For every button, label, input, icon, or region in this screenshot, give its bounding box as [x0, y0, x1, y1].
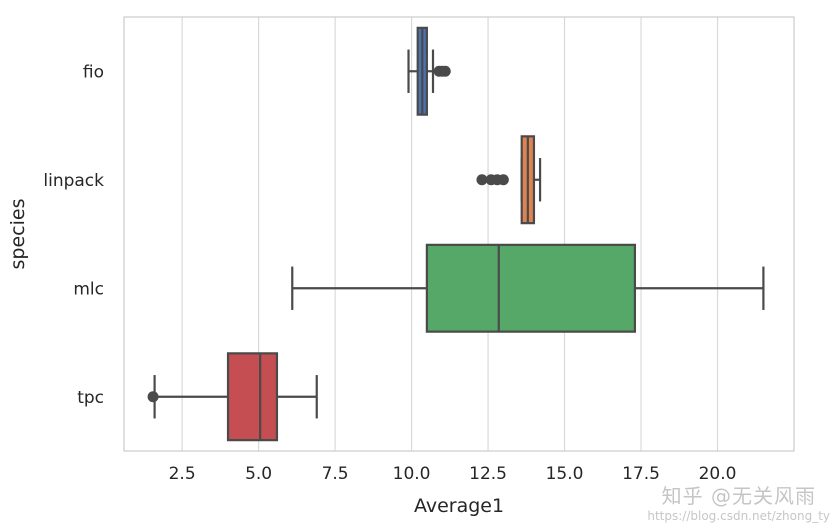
- box-linpack: [476, 135, 542, 225]
- box-fio: [407, 26, 451, 116]
- x-axis-label: Average1: [414, 495, 504, 517]
- y-tick-label: linpack: [43, 171, 104, 191]
- outlier-point: [497, 174, 509, 186]
- x-tick-label: 20.0: [699, 464, 737, 484]
- iqr-box: [425, 243, 637, 333]
- watermark-url: https://blog.csdn.net/zhong_ty: [647, 509, 830, 523]
- outlier-point: [147, 391, 159, 403]
- x-tick-label: 15.0: [546, 464, 584, 484]
- y-tick-label: mlc: [73, 279, 104, 299]
- box-tpc: [147, 352, 318, 442]
- box-mlc: [291, 243, 765, 333]
- x-tick-label: 12.5: [469, 464, 507, 484]
- x-tick-label: 10.0: [393, 464, 431, 484]
- y-tick-label: fio: [83, 62, 104, 82]
- outlier-point: [476, 174, 488, 186]
- iqr-box: [226, 352, 279, 442]
- x-tick-label: 5.0: [245, 464, 272, 484]
- x-tick-label: 2.5: [169, 464, 196, 484]
- x-tick-label: 7.5: [322, 464, 349, 484]
- y-tick-label: tpc: [77, 388, 104, 408]
- boxes: [147, 26, 765, 442]
- y-axis-label: species: [7, 199, 29, 270]
- outlier-point: [439, 65, 451, 77]
- x-tick-labels: 2.5 5.0 7.5 10.0 12.5 15.0 17.5 20.0: [169, 464, 737, 484]
- watermark-text: 知乎 @无关风雨: [661, 484, 816, 508]
- x-tick-label: 17.5: [622, 464, 660, 484]
- plot-frame: [123, 16, 795, 452]
- y-tick-labels: fio linpack mlc tpc: [43, 62, 104, 408]
- gridlines: [181, 17, 719, 451]
